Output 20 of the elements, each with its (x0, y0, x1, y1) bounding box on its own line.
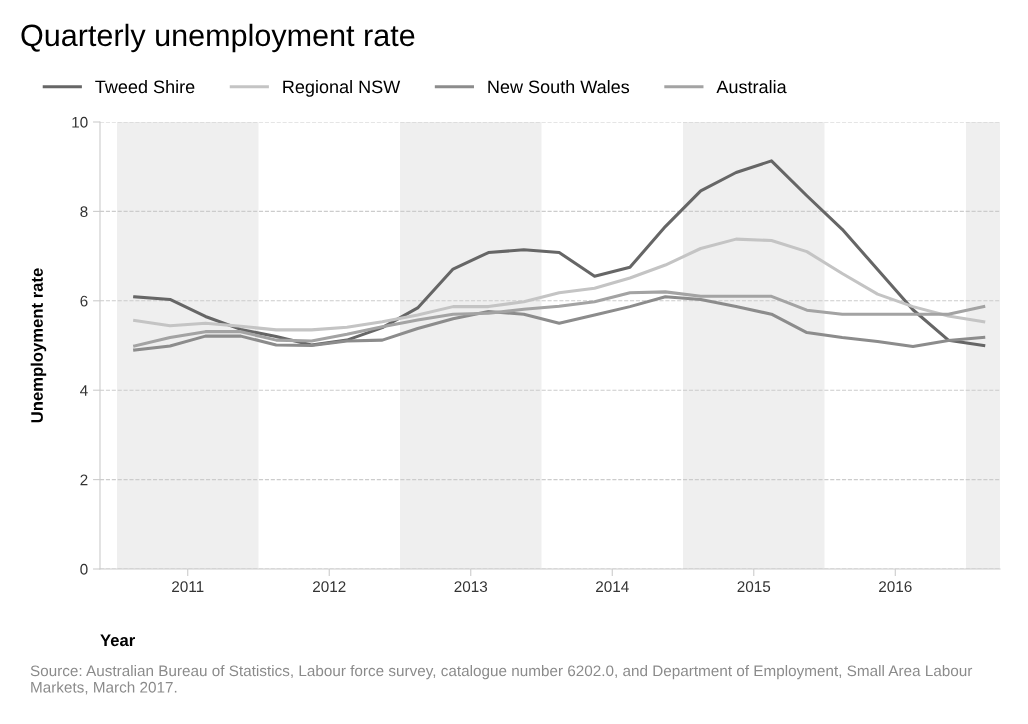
y-tick-label: 10 (72, 116, 88, 128)
y-tick-label: 4 (80, 385, 88, 396)
x-axis-title: Year (100, 634, 135, 647)
legend-label: Regional NSW (283, 79, 401, 97)
x-tick-label: 2014 (596, 581, 629, 593)
legend-label: Australia (716, 79, 787, 94)
y-tick-label: 2 (80, 474, 88, 486)
source-note: Source: Australian Bureau of Statistics, Labour force survey, catalogue number 6202.0, and Department of Employment, Small Area Labour Markets, March 2017. (30, 665, 973, 695)
x-tick-label: 2013 (454, 581, 488, 593)
x-tick-label: 2016 (879, 581, 912, 593)
y-tick-label: 6 (80, 295, 88, 307)
x-tick-label: 2011 (172, 581, 204, 593)
legend-label: New South Wales (488, 79, 630, 94)
chart-title: Quarterly unemployment rate (21, 23, 415, 53)
x-tick-label: 2012 (313, 581, 346, 593)
legend-label: Tweed Shire (95, 79, 195, 94)
x-tick-label: 2015 (737, 581, 771, 593)
y-tick-label: 0 (80, 563, 88, 575)
y-tick-label: 8 (80, 206, 88, 218)
y-axis-title: Unemployment rate (30, 268, 47, 423)
